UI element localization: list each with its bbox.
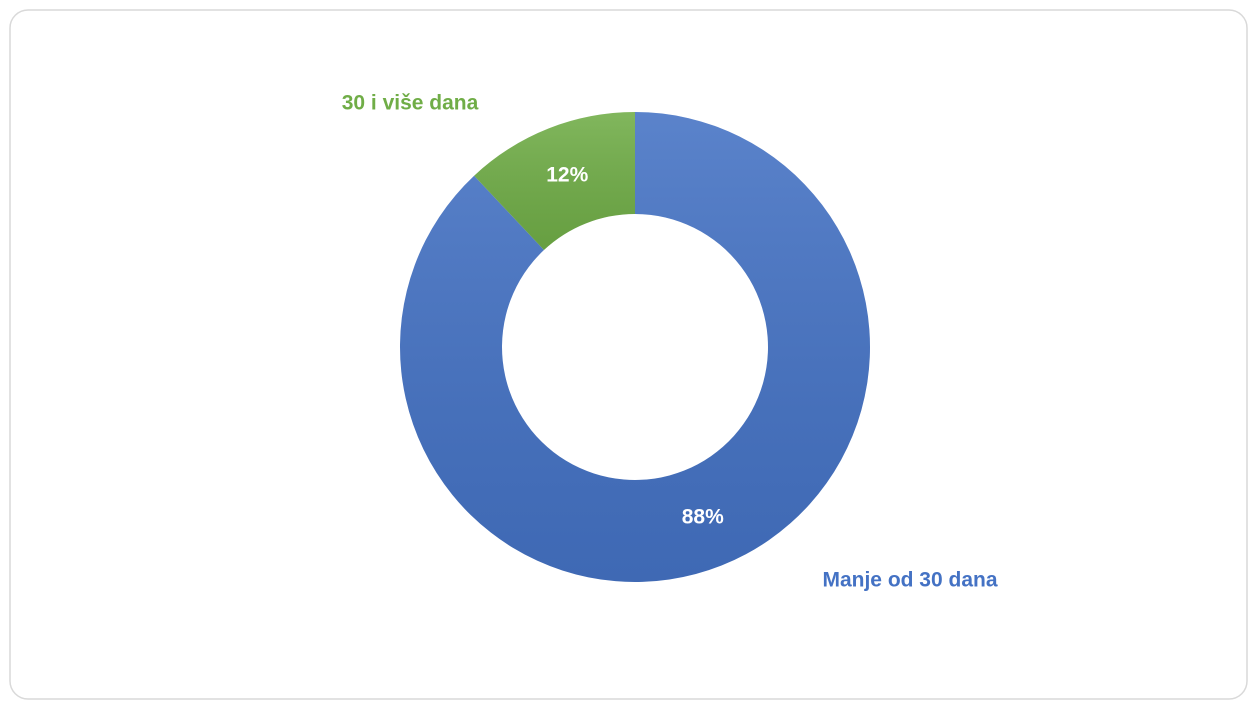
value-label: 88%: [682, 506, 724, 529]
segment-shade: [399, 112, 870, 582]
segment-shade: [474, 112, 635, 251]
card: [9, 9, 1248, 700]
category-label: 30 i više dana: [342, 92, 479, 115]
value-label: 12%: [546, 163, 588, 186]
category-label: Manje od 30 dana: [822, 569, 997, 592]
